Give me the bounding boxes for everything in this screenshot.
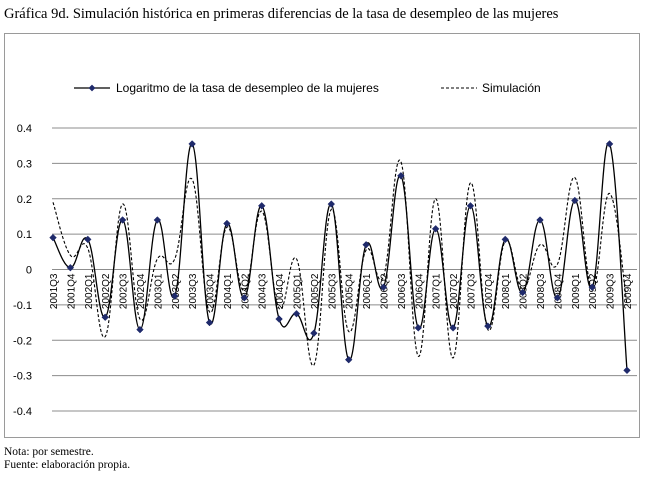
note-text: Nota: por semestre. bbox=[4, 446, 94, 458]
y-tick-label: -0.1 bbox=[13, 300, 32, 312]
simulation-line bbox=[52, 159, 628, 366]
x-tick-label: 2005Q1 bbox=[293, 273, 304, 309]
data-point-marker bbox=[310, 329, 318, 337]
data-point-marker bbox=[223, 219, 231, 228]
data-point-marker bbox=[275, 315, 283, 323]
legend-label-simulation: Simulación bbox=[482, 81, 541, 95]
chart-frame bbox=[4, 33, 640, 438]
data-point-marker bbox=[205, 318, 214, 327]
x-tick-label: 2007Q2 bbox=[449, 273, 460, 309]
legend: Logaritmo de la tasa de desempleo de la … bbox=[74, 81, 541, 95]
x-tick-label: 2004Q3 bbox=[258, 273, 269, 309]
observed-line bbox=[52, 142, 628, 371]
y-tick-label: 0.1 bbox=[17, 229, 32, 241]
x-tick-label: 2001Q4 bbox=[66, 273, 77, 309]
x-tick-label: 2004Q1 bbox=[223, 273, 234, 309]
x-tick-label: 2008Q4 bbox=[553, 273, 564, 309]
data-point-marker bbox=[327, 200, 336, 208]
gridlines bbox=[52, 127, 637, 412]
data-point-marker bbox=[414, 324, 423, 332]
y-tick-label: 0.2 bbox=[17, 194, 32, 206]
x-tick-label: 2002Q3 bbox=[119, 273, 130, 309]
data-point-marker bbox=[84, 235, 92, 244]
x-tick-label: 2008Q1 bbox=[501, 273, 512, 309]
data-point-marker bbox=[623, 366, 631, 375]
x-tick-label: 2003Q4 bbox=[206, 273, 217, 309]
x-tick-label: 2002Q1 bbox=[84, 273, 95, 309]
y-tick-label: -0.4 bbox=[13, 406, 32, 418]
y-tick-label: 0 bbox=[26, 265, 32, 277]
data-point-marker bbox=[605, 140, 614, 148]
data-point-marker bbox=[449, 324, 457, 332]
legend-label-observed: Logaritmo de la tasa de desempleo de la … bbox=[116, 81, 379, 95]
x-tick-label: 2009Q1 bbox=[571, 273, 582, 309]
x-tick-label: 2002Q2 bbox=[101, 273, 112, 309]
data-point-marker bbox=[66, 263, 75, 272]
data-point-marker bbox=[397, 172, 405, 180]
y-axis-ticks: -0.4 -0.3 -0.2 -0.1 0 0.1 0.2 0.3 0.4 bbox=[13, 123, 32, 418]
data-point-marker bbox=[379, 283, 388, 291]
y-tick-label: -0.2 bbox=[13, 335, 32, 347]
data-point-marker bbox=[536, 216, 544, 224]
x-tick-label: 2002Q4 bbox=[136, 273, 147, 309]
source-text: Fuente: elaboración propia. bbox=[4, 458, 131, 471]
x-tick-label: 2006Q2 bbox=[379, 273, 390, 309]
data-point-marker bbox=[292, 309, 301, 318]
x-tick-label: 2006Q4 bbox=[414, 273, 425, 309]
data-point-marker bbox=[49, 233, 57, 242]
notes: Nota: por semestre. Fuente: elaboración … bbox=[4, 446, 130, 471]
legend-marker-observed bbox=[88, 84, 96, 92]
x-tick-label: 2007Q4 bbox=[484, 273, 495, 309]
data-point-marker bbox=[101, 313, 109, 322]
data-point-marker bbox=[518, 288, 527, 297]
data-point-marker bbox=[153, 216, 162, 224]
data-point-marker bbox=[188, 140, 196, 148]
data-point-marker bbox=[344, 355, 353, 364]
x-tick-label: 2009Q3 bbox=[606, 273, 617, 309]
data-point-marker bbox=[136, 325, 144, 334]
data-point-marker bbox=[257, 202, 266, 210]
x-tick-label: 2003Q3 bbox=[188, 273, 199, 309]
data-point-marker bbox=[501, 235, 509, 244]
x-tick-label: 2004Q2 bbox=[240, 273, 251, 309]
y-tick-label: 0.3 bbox=[17, 158, 32, 170]
x-tick-label: 2007Q3 bbox=[466, 273, 477, 309]
data-point-marker bbox=[553, 294, 562, 302]
x-tick-label: 2001Q3 bbox=[49, 273, 60, 309]
x-tick-label: 2005Q3 bbox=[327, 273, 338, 309]
x-tick-label: 2003Q1 bbox=[153, 273, 164, 309]
y-tick-label: 0.4 bbox=[17, 123, 32, 135]
data-point-marker bbox=[466, 202, 475, 210]
data-point-marker bbox=[484, 322, 492, 330]
data-point-marker bbox=[571, 196, 579, 205]
data-point-marker bbox=[240, 294, 249, 302]
data-point-marker bbox=[171, 292, 179, 300]
x-tick-label: 2006Q1 bbox=[362, 273, 373, 309]
x-tick-label: 2005Q2 bbox=[310, 273, 321, 309]
chart-title: Gráfica 9d. Simulación histórica en prim… bbox=[4, 6, 559, 22]
x-tick-label: 2005Q4 bbox=[345, 273, 356, 309]
x-tick-label: 2007Q1 bbox=[432, 273, 443, 309]
x-tick-label: 2009Q4 bbox=[623, 273, 634, 309]
line-chart: -0.4 -0.3 -0.2 -0.1 0 0.1 0.2 0.3 0.4 2001Q3 2001… bbox=[13, 81, 637, 418]
y-tick-label: -0.3 bbox=[13, 371, 32, 383]
series-lines bbox=[52, 142, 628, 371]
data-point-marker bbox=[431, 225, 440, 233]
data-point-marker bbox=[362, 240, 370, 249]
data-point-marker bbox=[588, 283, 596, 291]
data-point-marker bbox=[118, 216, 127, 224]
x-tick-label: 2009Q2 bbox=[588, 273, 599, 309]
x-tick-label: 2008Q3 bbox=[536, 273, 547, 309]
x-tick-label: 2006Q3 bbox=[397, 273, 408, 309]
x-tick-label: 2004Q4 bbox=[275, 273, 286, 309]
series-markers bbox=[49, 140, 631, 375]
